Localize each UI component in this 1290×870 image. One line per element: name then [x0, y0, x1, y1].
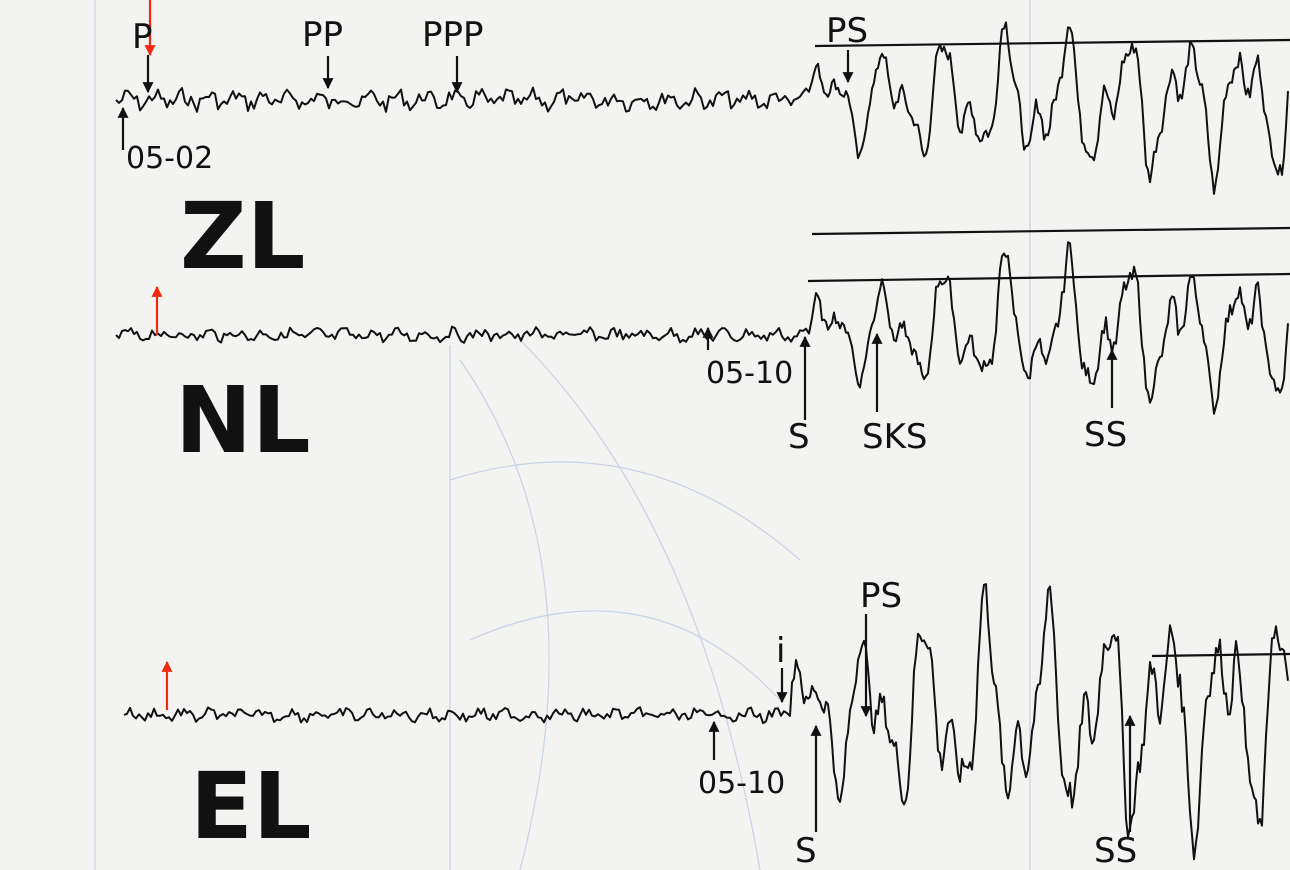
time-mark: 05-10	[698, 766, 785, 801]
phase-label: PP	[302, 15, 343, 55]
background-print	[94, 0, 1031, 870]
time-mark: 05-10	[706, 356, 793, 391]
reference-line	[814, 38, 1290, 48]
phase-label: P	[132, 17, 153, 57]
trace-label: ZL	[180, 183, 305, 290]
phase-label: S	[788, 417, 810, 457]
phase-label: PS	[826, 11, 868, 51]
phase-label: PS	[860, 576, 902, 616]
reference-line	[807, 272, 1290, 283]
phase-label: SS	[1084, 415, 1127, 455]
phase-label: PPP	[422, 15, 484, 55]
waveform-trace	[115, 241, 1289, 415]
reference-line	[811, 226, 1290, 236]
trace-label: EL	[190, 753, 311, 860]
trace-label: NL	[175, 367, 311, 474]
marker-label: i	[776, 631, 785, 671]
waveform-trace	[115, 21, 1289, 195]
phase-label: SS	[1094, 831, 1137, 870]
time-mark: 05-02	[126, 141, 213, 176]
phase-label: SKS	[862, 417, 927, 457]
phase-label: S	[795, 831, 817, 870]
